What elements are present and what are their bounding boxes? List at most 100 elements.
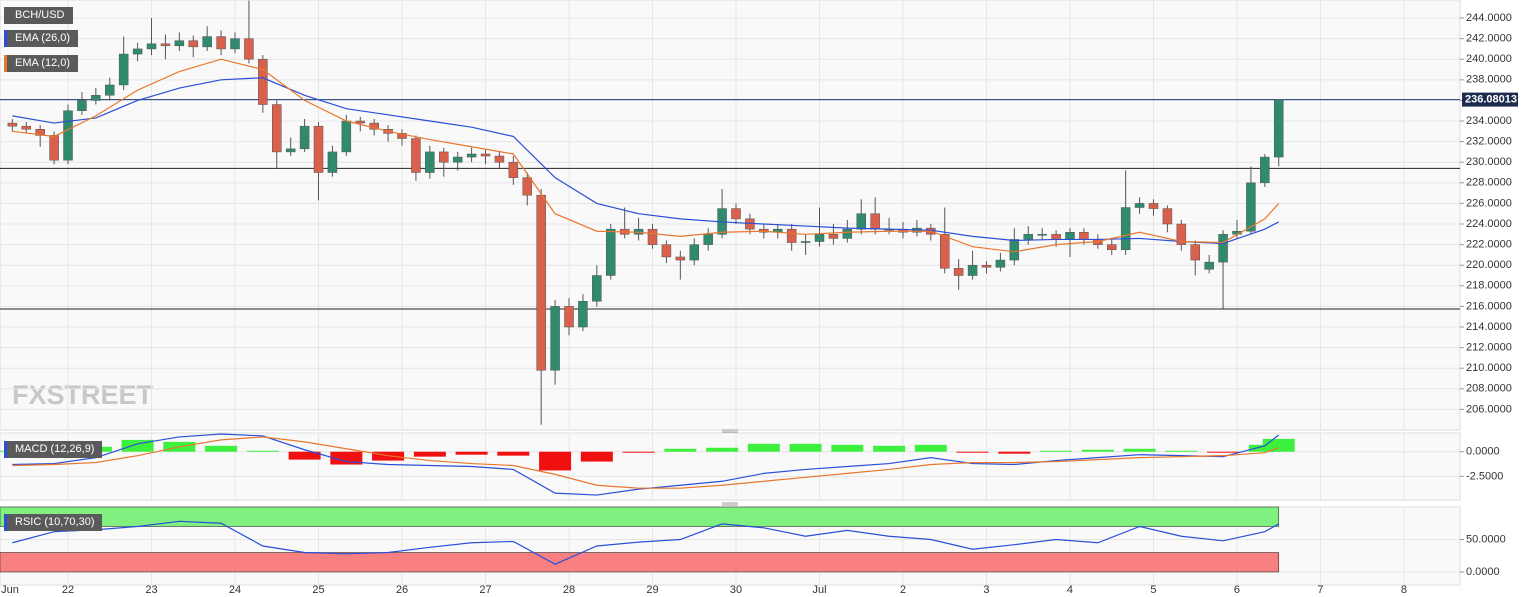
y-tick-label: 240.0000 <box>1466 53 1512 65</box>
splitter[interactable] <box>722 429 738 433</box>
candle-body <box>703 234 713 245</box>
legend-entry[interactable]: EMA (26,0) <box>4 30 79 47</box>
price-tag <box>1462 92 1518 107</box>
y-tick-label: 242.0000 <box>1466 33 1512 45</box>
macd-histogram-bar <box>497 451 530 456</box>
x-tick-label: 4 <box>1067 584 1073 596</box>
candle-body <box>1079 232 1089 240</box>
candle-body <box>63 110 73 161</box>
candle-body <box>411 138 421 173</box>
legend-entry[interactable]: EMA (12,0) <box>4 55 79 72</box>
candle-body <box>953 268 964 276</box>
candle-body <box>327 151 338 173</box>
candle-body <box>1051 234 1061 240</box>
candle-body <box>522 177 533 196</box>
candle-body <box>606 228 616 276</box>
y-tick-label: 206.0000 <box>1466 403 1512 415</box>
candle-body <box>202 36 212 48</box>
candle-body <box>1246 182 1256 232</box>
x-tick-label: 8 <box>1401 584 1407 596</box>
candle-body <box>981 264 992 268</box>
candle-body <box>1162 208 1173 225</box>
candle-body <box>425 151 435 173</box>
macd-histogram-bar <box>413 451 446 457</box>
x-tick-label: 23 <box>145 584 157 596</box>
y-tick-label: 212.0000 <box>1466 342 1512 354</box>
x-tick-label: Jun <box>1 584 19 596</box>
candle-body <box>647 228 658 245</box>
x-tick-label: 29 <box>646 584 658 596</box>
candle-body <box>550 306 560 371</box>
candle-body <box>939 234 950 269</box>
macd-histogram-bar <box>747 443 780 452</box>
macd-histogram-bar <box>1040 450 1073 452</box>
candle-body <box>1190 244 1200 261</box>
candle-body <box>1023 234 1033 240</box>
macd-histogram-bar <box>706 447 739 452</box>
y-tick-label: 0.0000 <box>1466 446 1500 458</box>
candle-body <box>870 213 880 230</box>
macd-histogram-bar <box>622 451 655 453</box>
candle-body <box>828 234 839 239</box>
macd-histogram-bar <box>330 451 363 465</box>
splitter[interactable] <box>722 502 738 506</box>
candle-body <box>1106 244 1117 251</box>
macd-histogram-bar <box>1262 438 1295 452</box>
macd-panel <box>0 432 1461 501</box>
candle-body <box>272 104 282 153</box>
candle-body <box>995 259 1006 268</box>
y-tick-label: 238.0000 <box>1466 74 1512 86</box>
y-tick-label: 226.0000 <box>1466 197 1512 209</box>
x-tick-label: 5 <box>1150 584 1156 596</box>
legend-symbol[interactable]: BCH/USD <box>4 7 73 24</box>
macd-legend[interactable]: MACD (12,26,9) <box>4 441 103 458</box>
y-tick-label: 230.0000 <box>1466 156 1512 168</box>
y-tick-label: 232.0000 <box>1466 136 1512 148</box>
y-tick-label: 208.0000 <box>1466 383 1512 395</box>
y-tick-label: 50.0000 <box>1466 533 1506 545</box>
candle-body <box>174 40 185 47</box>
x-tick-label: 24 <box>229 584 241 596</box>
macd-histogram-bar <box>288 451 321 460</box>
x-tick-label: 25 <box>312 584 324 596</box>
candle-body <box>814 234 825 242</box>
watermark: FXSTREET <box>12 380 154 410</box>
candle-body <box>105 84 115 96</box>
y-tick-label: 210.0000 <box>1466 362 1512 374</box>
price-panel <box>0 0 1461 431</box>
candle-body <box>1176 223 1187 245</box>
y-tick-label: 244.0000 <box>1466 12 1512 24</box>
candle-body <box>1260 156 1270 184</box>
macd-histogram-bar <box>956 451 989 453</box>
candle-body <box>967 264 978 276</box>
candle-body <box>1037 234 1047 236</box>
candle-body <box>1120 207 1131 251</box>
candle-body <box>564 306 574 328</box>
macd-line <box>12 433 1280 496</box>
candle-body <box>731 208 741 220</box>
rsi-overbought-band <box>0 506 1280 527</box>
candle-body <box>1218 234 1228 263</box>
candle-body <box>91 95 101 101</box>
macd-line <box>12 436 1279 489</box>
macd-histogram-bar <box>539 451 572 471</box>
candle-body <box>689 244 700 261</box>
macd-histogram-bar <box>121 439 154 452</box>
candle-body <box>661 244 672 258</box>
candle-body <box>452 156 463 163</box>
macd-histogram-bar <box>1123 448 1156 452</box>
x-tick-label: 26 <box>396 584 408 596</box>
candle-body <box>494 155 505 163</box>
rsi-legend[interactable]: RSIC (10,70,30) <box>4 514 103 531</box>
candle-body <box>21 125 32 130</box>
x-tick-label: 6 <box>1234 584 1240 596</box>
candle-body <box>355 120 366 124</box>
y-tick-label: 222.0000 <box>1466 239 1512 251</box>
candle-body <box>842 228 853 239</box>
candle-body <box>49 135 59 161</box>
candle-body <box>244 38 254 60</box>
macd-histogram-bar <box>873 445 906 452</box>
candle-body <box>800 241 811 243</box>
candle-body <box>230 38 240 50</box>
candle-body <box>578 301 588 328</box>
